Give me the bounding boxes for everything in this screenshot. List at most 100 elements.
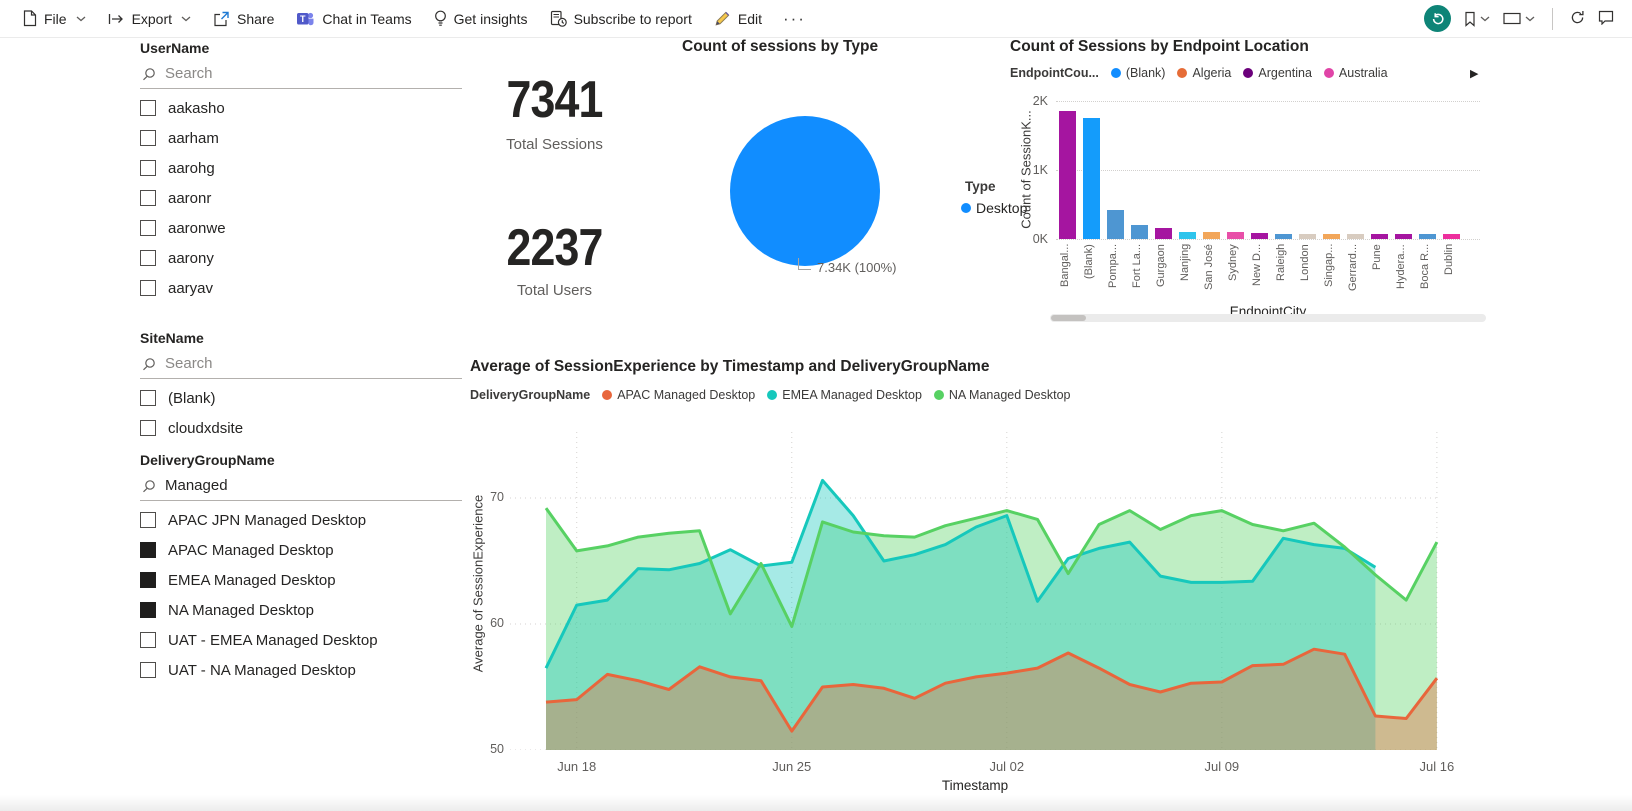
bookmarks-button[interactable] [1464,11,1490,27]
refresh-button[interactable] [1570,10,1585,28]
lightbulb-icon [434,10,446,26]
bar-x-label: Raleigh [1275,244,1287,282]
search-placeholder: Search [165,355,213,372]
bar[interactable] [1419,234,1436,239]
slicer-item[interactable]: EMEA Managed Desktop [140,565,462,595]
checkbox[interactable] [140,662,156,678]
get-insights-button[interactable]: Get insights [423,0,539,38]
bar-scrollbar-thumb[interactable] [1051,315,1086,321]
bar[interactable] [1179,231,1196,239]
chat-in-teams-label: Chat in Teams [322,10,412,27]
total-users-label: Total Users [516,282,593,299]
file-menu[interactable]: File [12,0,97,38]
checkbox[interactable] [140,572,156,588]
checkbox[interactable] [140,250,156,266]
svg-text:T: T [300,14,306,24]
bar[interactable] [1059,110,1076,239]
more-options-button[interactable]: ··· [782,8,806,28]
comments-button[interactable] [1598,10,1614,28]
teams-icon: T [297,12,314,26]
slicer-item[interactable]: APAC Managed Desktop [140,535,462,565]
deliverygroup-search-input[interactable]: Managed [140,475,462,501]
bar-x-label: Gurgaon [1155,244,1167,287]
legend-item[interactable]: Argentina [1243,66,1312,80]
slicer-item[interactable]: aaryav [140,273,462,303]
slicer-item[interactable]: aaronr [140,183,462,213]
chevron-down-icon [1525,16,1535,21]
slicer-item[interactable]: NA Managed Desktop [140,595,462,625]
bar-x-label: Nanjing [1179,244,1191,282]
slicer-item[interactable]: aakasho [140,93,462,123]
slicer-item-list: aakasho aarham aarohg aaronr aaronwe aarony aa… [140,93,462,303]
bar[interactable] [1227,232,1244,239]
export-menu[interactable]: Export [97,0,202,38]
bar[interactable] [1083,118,1100,239]
bar-legend: EndpointCou... (Blank) Algeria Argentina Au… [1010,66,1388,80]
slicer-item[interactable]: UAT - EMEA Managed Desktop [140,625,462,655]
legend-item[interactable]: EMEA Managed Desktop [767,388,922,402]
checkbox[interactable] [140,390,156,406]
bar[interactable] [1107,210,1124,239]
checkbox[interactable] [140,160,156,176]
checkbox[interactable] [140,130,156,146]
bar[interactable] [1203,231,1220,239]
checkbox[interactable] [140,190,156,206]
slicer-item[interactable]: aarony [140,243,462,273]
slicer-item[interactable]: APAC JPN Managed Desktop [140,505,462,535]
bar[interactable] [1251,233,1268,239]
edit-button[interactable]: Edit [703,0,773,38]
checkbox[interactable] [140,542,156,558]
checkbox[interactable] [140,512,156,528]
slicer-item[interactable]: UAT - NA Managed Desktop [140,655,462,685]
bar-scrollbar-track[interactable] [1050,314,1486,322]
share-button[interactable]: Share [202,0,285,38]
bar[interactable] [1371,233,1388,239]
sitename-search-input[interactable]: Search [140,353,462,379]
legend-item[interactable]: Australia [1323,66,1388,80]
toolbar: File Export Share T Chat in Teams Get in… [0,0,1632,38]
area-legend: DeliveryGroupName APAC Managed Desktop EM… [470,388,1071,402]
slicer-item[interactable]: cloudxdsite [140,413,462,443]
bar[interactable] [1323,233,1340,239]
bar-chart-visual: Count of Sessions by Endpoint Location E… [1010,38,1490,332]
legend-item[interactable]: (Blank) [1110,66,1166,80]
legend-label: (Blank) [1125,66,1166,80]
bar[interactable] [1155,227,1172,239]
subscribe-button[interactable]: Subscribe to report [539,0,703,38]
bar[interactable] [1347,234,1364,239]
view-button[interactable] [1503,12,1535,25]
slicer-item[interactable]: aarham [140,123,462,153]
share-label: Share [237,10,275,27]
checkbox[interactable] [140,220,156,236]
slicer-item-label: aaronr [168,189,212,207]
legend-item[interactable]: Algeria [1177,66,1231,80]
reset-to-default-button[interactable] [1424,5,1451,32]
legend-item[interactable]: NA Managed Desktop [933,388,1071,402]
slicer-item-label: aakasho [168,99,225,117]
slicer-item[interactable]: (Blank) [140,383,462,413]
bar[interactable] [1395,234,1412,239]
bar[interactable] [1275,233,1292,239]
slicer-item[interactable]: aaronwe [140,213,462,243]
checkbox[interactable] [140,602,156,618]
pie-legend-item-desktop[interactable]: Desktop [961,200,1027,216]
slicer-item[interactable]: aarohg [140,153,462,183]
bar-legend-items: (Blank) Algeria Argentina Australia [1110,66,1388,80]
total-sessions-label: Total Sessions [506,136,603,153]
bar[interactable] [1299,234,1316,239]
legend-item[interactable]: APAC Managed Desktop [602,388,755,402]
checkbox[interactable] [140,100,156,116]
checkbox[interactable] [140,632,156,648]
area-plot [510,432,1440,750]
bar-x-label: Singap... [1323,244,1335,288]
subscribe-label: Subscribe to report [573,10,692,27]
bar[interactable] [1131,224,1148,239]
bar[interactable] [1443,234,1460,239]
username-search-input[interactable]: Search [140,63,462,89]
checkbox[interactable] [140,420,156,436]
checkbox[interactable] [140,280,156,296]
legend-next-arrow[interactable]: ▶ [1470,68,1479,80]
pie-slice-desktop[interactable] [730,116,880,266]
chat-in-teams-button[interactable]: T Chat in Teams [285,0,422,38]
